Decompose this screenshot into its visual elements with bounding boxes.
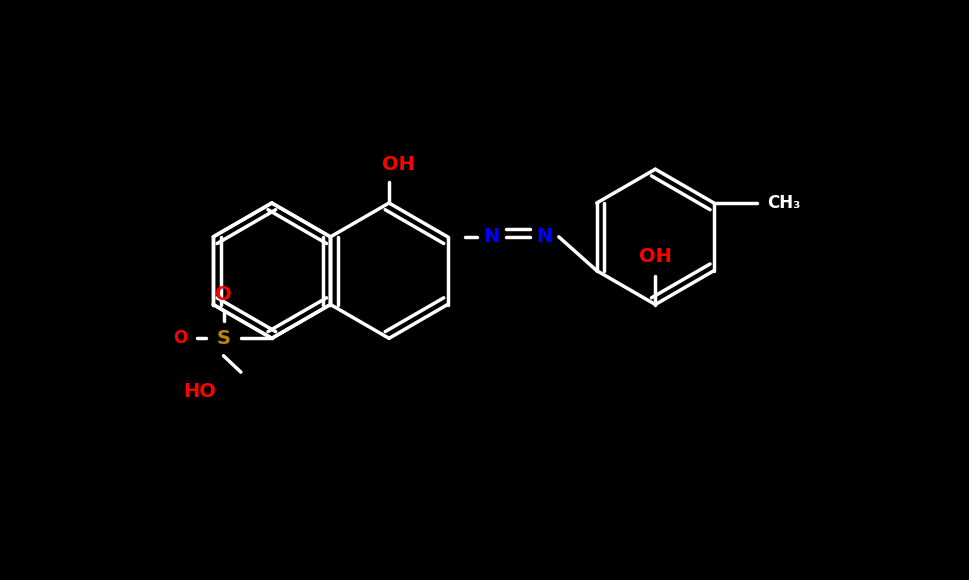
Text: HO: HO (183, 382, 216, 401)
Text: O: O (172, 329, 187, 347)
Text: N: N (536, 227, 552, 246)
Text: OH: OH (639, 246, 672, 266)
Text: N: N (483, 227, 499, 246)
Text: CH₃: CH₃ (767, 194, 800, 212)
Text: OH: OH (382, 155, 415, 174)
Text: S: S (216, 329, 231, 348)
Text: O: O (215, 285, 232, 305)
